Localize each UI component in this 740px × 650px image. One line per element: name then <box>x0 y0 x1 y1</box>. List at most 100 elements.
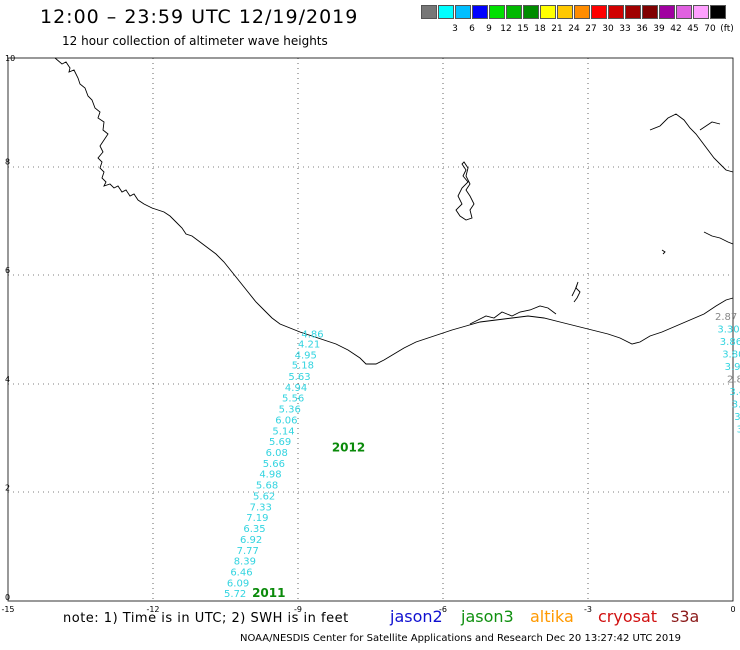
colorbar-label: 27 <box>585 24 597 34</box>
colorbar-swatch <box>642 5 658 19</box>
swh-value: 4.86 <box>301 330 323 341</box>
colorbar-label: 18 <box>534 24 546 34</box>
satellite-legend-cryosat: cryosat <box>598 607 658 626</box>
swh-value: 6.09 <box>227 578 249 589</box>
chart-subtitle: 12 hour collection of altimeter wave hei… <box>62 34 328 48</box>
swh-value: 5.14 <box>272 426 294 437</box>
colorbar-swatch <box>523 5 539 19</box>
longitude-ticks: -15 -12 -9 -6 -3 0 <box>1 605 735 614</box>
colorbar-swatch <box>574 5 590 19</box>
lake-guiers-outline <box>455 161 475 221</box>
colorbar-label: 33 <box>619 24 631 34</box>
satellite-track-east: 2.873.303.863.803.92.83.43.33.3 <box>715 312 740 436</box>
colorbar-swatch <box>438 5 454 19</box>
latitude-tick-label: 6 <box>5 266 10 275</box>
swh-value: 5.66 <box>263 459 285 470</box>
swh-value: 5.62 <box>253 491 275 502</box>
colorbar-swatch <box>710 5 726 19</box>
swh-value: 5.72 <box>224 589 246 600</box>
swh-value: 5.36 <box>279 405 301 416</box>
map-grid <box>8 58 733 601</box>
swh-value: 6.08 <box>266 448 288 459</box>
coast-detail-delta <box>469 305 557 325</box>
satellite-track-main: 4.864.214.955.185.634.945.565.366.065.14… <box>224 330 365 601</box>
colorbar-label: 21 <box>551 24 563 34</box>
footnote: note: 1) Time is in UTC; 2) SWH is in fe… <box>63 611 349 626</box>
colorbar-label: 12 <box>500 24 512 34</box>
swh-value: 5.68 <box>256 481 278 492</box>
colorbar-swatch <box>608 5 624 19</box>
coastline <box>54 57 734 365</box>
swh-value: 3.4 <box>729 387 740 398</box>
west-africa-coast <box>54 57 734 365</box>
swh-value: 8.39 <box>234 557 256 568</box>
sanaga-lake <box>661 249 666 255</box>
latitude-tick-label: 2 <box>5 483 10 492</box>
swh-value: 3.9 <box>725 362 740 373</box>
lake-volta <box>571 281 581 303</box>
chart-title: 12:00 – 23:59 UTC 12/19/2019 <box>40 6 359 28</box>
swh-value: 5.56 <box>282 394 304 405</box>
swh-value: 3 <box>737 425 740 436</box>
colorbar-label: (ft) <box>720 24 734 34</box>
colorbar-swatch <box>455 5 471 19</box>
swh-value: 3.86 <box>720 337 740 348</box>
swh-value: 6.46 <box>230 567 252 578</box>
latitude-tick-label: 0 <box>5 593 10 602</box>
colorbar-label: 70 <box>704 24 716 34</box>
swh-value: 6.35 <box>243 524 265 535</box>
colorbar-swatch <box>506 5 522 19</box>
longitude-tick-label: 0 <box>730 605 735 614</box>
colorbar-label: 6 <box>469 24 475 34</box>
map-frame <box>7 57 734 602</box>
track-end-time: 2011 <box>252 586 285 600</box>
satellite-legend-jason3: jason3 <box>461 607 514 626</box>
colorbar-label: 3 <box>452 24 458 34</box>
longitude-tick-label: -15 <box>1 605 14 614</box>
colorbar-swatch <box>659 5 675 19</box>
colorbar-swatch <box>676 5 692 19</box>
credit-line: NOAA/NESDIS Center for Satellite Applica… <box>240 633 682 644</box>
longitude-tick-label: -6 <box>439 605 447 614</box>
longitude-tick-label: -9 <box>294 605 302 614</box>
colorbar-swatch <box>540 5 556 19</box>
satellite-legend-jason2: jason2 <box>390 607 443 626</box>
swh-value: 6.92 <box>240 535 262 546</box>
swh-value: 2.87 <box>715 312 737 323</box>
colorbar-swatch <box>693 5 709 19</box>
colorbar-label: 9 <box>486 24 492 34</box>
longitude-tick-label: -12 <box>146 605 159 614</box>
swh-value: 5.18 <box>292 361 314 372</box>
swh-value: 4.98 <box>259 470 281 481</box>
latitude-ticks: 0 2 4 6 8 10 <box>5 54 15 602</box>
colorbar-label: 39 <box>653 24 665 34</box>
colorbar-label: 45 <box>687 24 699 34</box>
swh-value: 2.8 <box>727 375 740 386</box>
satellite-legend-s3a: s3a <box>671 607 700 626</box>
swh-value: 3.3 <box>732 400 740 411</box>
longitude-tick-label: -3 <box>584 605 592 614</box>
colorbar-swatch <box>557 5 573 19</box>
latitude-tick-label: 8 <box>5 158 10 167</box>
swh-value: 4.21 <box>298 339 320 350</box>
swh-value: 4.94 <box>285 383 307 394</box>
swh-value: 5.69 <box>269 437 291 448</box>
swh-value: 6.06 <box>275 415 297 426</box>
colorbar-label: 24 <box>568 24 580 34</box>
colorbar-swatch <box>625 5 641 19</box>
colorbar-swatch <box>472 5 488 19</box>
swh-value: 7.77 <box>237 546 259 557</box>
colorbar-label: 15 <box>517 24 529 34</box>
swh-value: 7.33 <box>250 502 272 513</box>
swh-value: 7.19 <box>246 513 268 524</box>
niger-inland-delta <box>649 113 734 245</box>
swh-value: 4.95 <box>295 350 317 361</box>
track-start-time: 2012 <box>332 441 365 455</box>
colorbar-label: 42 <box>670 24 682 34</box>
colorbar-label: 36 <box>636 24 648 34</box>
swh-value: 3.30 <box>717 325 739 336</box>
colorbar-swatch <box>489 5 505 19</box>
colorbar-swatch <box>421 5 437 19</box>
latitude-tick-label: 10 <box>5 54 15 63</box>
